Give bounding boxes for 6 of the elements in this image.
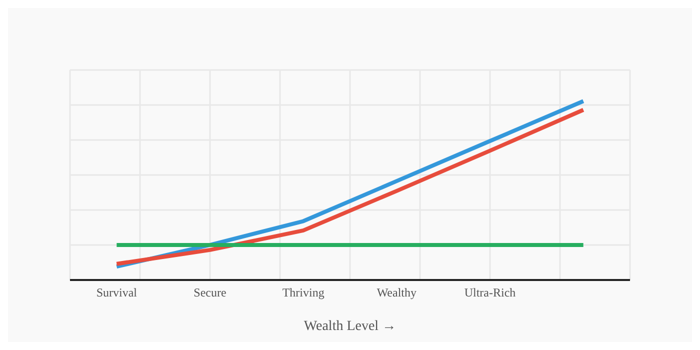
x-axis-title: Wealth Level →	[304, 319, 396, 334]
x-tick-label: Secure	[194, 286, 226, 300]
x-tick-label: Thriving	[282, 286, 324, 300]
x-tick-label: Survival	[96, 286, 138, 300]
x-tick-label: Ultra-Rich	[464, 286, 516, 300]
x-tick-label: Wealthy	[376, 286, 417, 300]
